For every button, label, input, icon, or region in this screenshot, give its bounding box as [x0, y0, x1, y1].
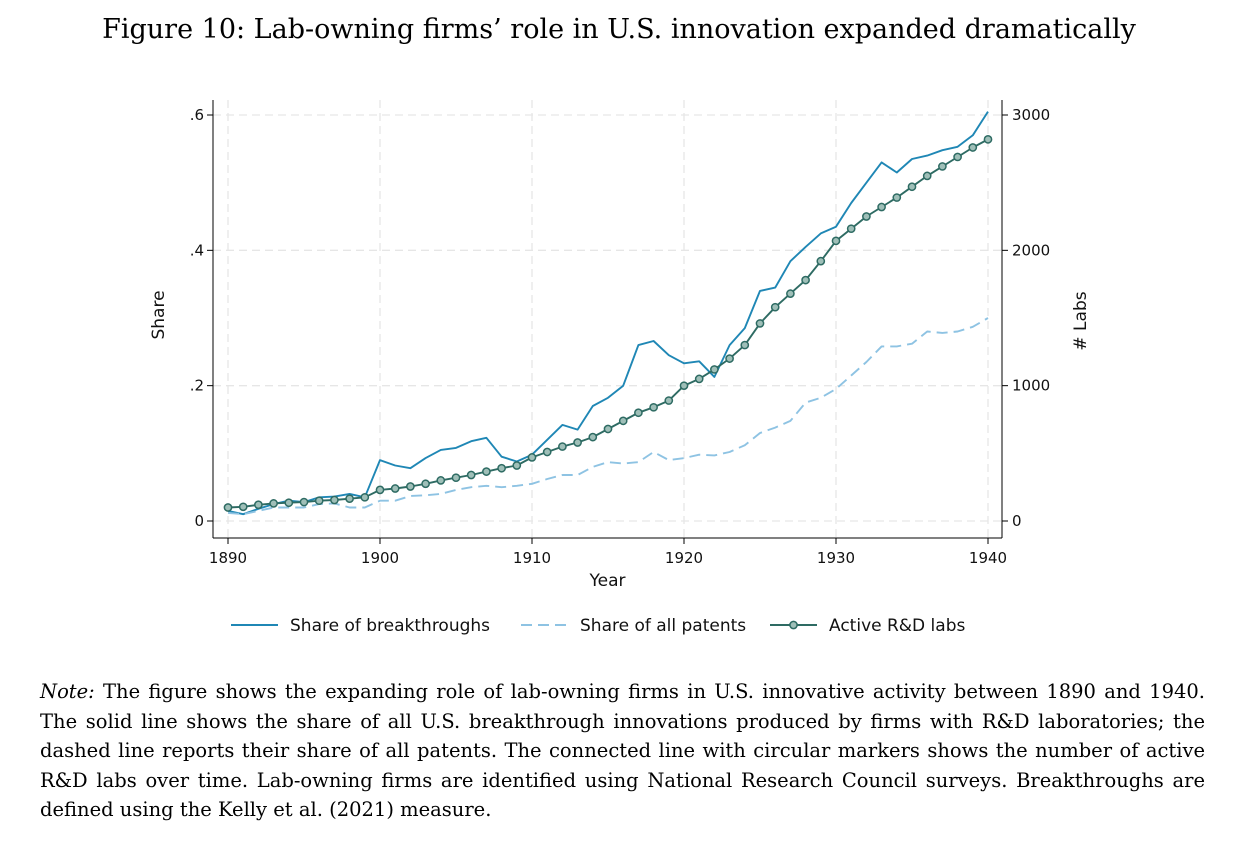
labs-marker [740, 340, 750, 350]
labs-marker [269, 499, 278, 508]
x-tick-label: 1940 [969, 549, 1007, 567]
labs-marker [223, 503, 233, 512]
labs-marker [664, 396, 674, 405]
y2-tick-label: 0 [1012, 512, 1022, 530]
legend-marker [789, 620, 798, 630]
y2-tick-label: 1000 [1012, 377, 1050, 395]
y2-axis-title: # Labs [1071, 291, 1091, 350]
labs-marker [390, 484, 400, 493]
figure-note: Note: The figure shows the expanding rol… [40, 677, 1205, 825]
x-axis-title: Year [589, 571, 626, 591]
legend-label: Share of breakthroughs [290, 616, 490, 636]
labs-marker [634, 408, 643, 418]
figure-title: Figure 10: Lab-owning firms’ role in U.S… [102, 14, 1136, 45]
labs-marker [284, 498, 294, 508]
x-tick-label: 1900 [361, 549, 399, 567]
y-tick-label: .4 [190, 241, 204, 259]
labs-marker [770, 302, 780, 312]
labs-marker [542, 447, 552, 457]
labs-marker [588, 432, 598, 442]
labs-marker [360, 492, 370, 502]
labs-marker [953, 152, 962, 162]
labs-marker [299, 497, 309, 507]
chart-axes: 1890 1900 1910 1920 1930 1940 0 .2 .4 .6 0 1000 2000… [149, 100, 1091, 591]
labs-marker [451, 473, 461, 483]
chart-series [223, 111, 993, 516]
labs-marker [892, 193, 902, 202]
note-text: The figure shows the expanding role of l… [40, 680, 1205, 821]
labs-marker [877, 202, 886, 212]
labs-marker [786, 289, 795, 298]
labs-marker [527, 453, 537, 462]
y-tick-label: 0 [194, 512, 204, 530]
series-line-active-r-d-labs [227, 138, 989, 509]
labs-marker [238, 502, 248, 512]
labs-marker [801, 275, 810, 285]
labs-marker [254, 500, 263, 510]
y2-tick-label: 2000 [1012, 241, 1050, 259]
labs-marker [497, 463, 506, 473]
labs-marker [907, 182, 917, 192]
labs-marker [618, 416, 628, 426]
series-line-share-of-all-patents [227, 317, 989, 516]
labs-marker [679, 381, 689, 391]
labs-marker [649, 402, 658, 412]
labs-marker [968, 143, 978, 152]
labs-marker [694, 374, 704, 384]
y-tick-label: .2 [190, 377, 204, 395]
labs-marker [573, 438, 582, 447]
x-tick-label: 1910 [513, 549, 551, 567]
labs-marker [330, 495, 339, 505]
y-axis-title: Share [149, 290, 169, 339]
labs-marker [710, 365, 719, 374]
labs-marker [466, 470, 476, 480]
chart-legend: Share of breakthroughs Share of all paten… [231, 616, 965, 636]
labs-marker [831, 236, 841, 246]
labs-marker [345, 494, 354, 504]
labs-marker [922, 171, 932, 181]
chart-grid [213, 100, 1002, 538]
labs-marker [846, 224, 856, 234]
y-tick-label: .6 [190, 106, 204, 124]
x-tick-label: 1920 [665, 549, 703, 567]
labs-marker [375, 485, 385, 495]
legend-label: Active R&D labs [829, 616, 965, 636]
legend-label: Share of all patents [580, 616, 746, 636]
x-tick-label: 1890 [209, 549, 247, 567]
labs-marker [512, 461, 522, 470]
labs-marker [406, 482, 415, 491]
labs-marker [421, 479, 430, 489]
y2-tick-label: 3000 [1012, 106, 1050, 124]
labs-marker [558, 442, 567, 451]
x-tick-label: 1930 [817, 549, 855, 567]
labs-marker [862, 212, 871, 221]
labs-marker [983, 135, 993, 144]
labs-marker [938, 162, 947, 171]
labs-marker [816, 256, 826, 266]
chart: 1890 1900 1910 1920 1930 1940 0 .2 .4 .6 0 1000 2000… [149, 100, 1091, 636]
series-line-share-of-breakthroughs [227, 111, 989, 516]
labs-marker [755, 319, 765, 328]
labs-marker [603, 424, 613, 434]
labs-marker [314, 496, 324, 506]
labs-marker [725, 354, 734, 363]
labs-marker [482, 467, 491, 476]
labs-marker [436, 476, 446, 485]
note-label: Note: [40, 680, 95, 703]
